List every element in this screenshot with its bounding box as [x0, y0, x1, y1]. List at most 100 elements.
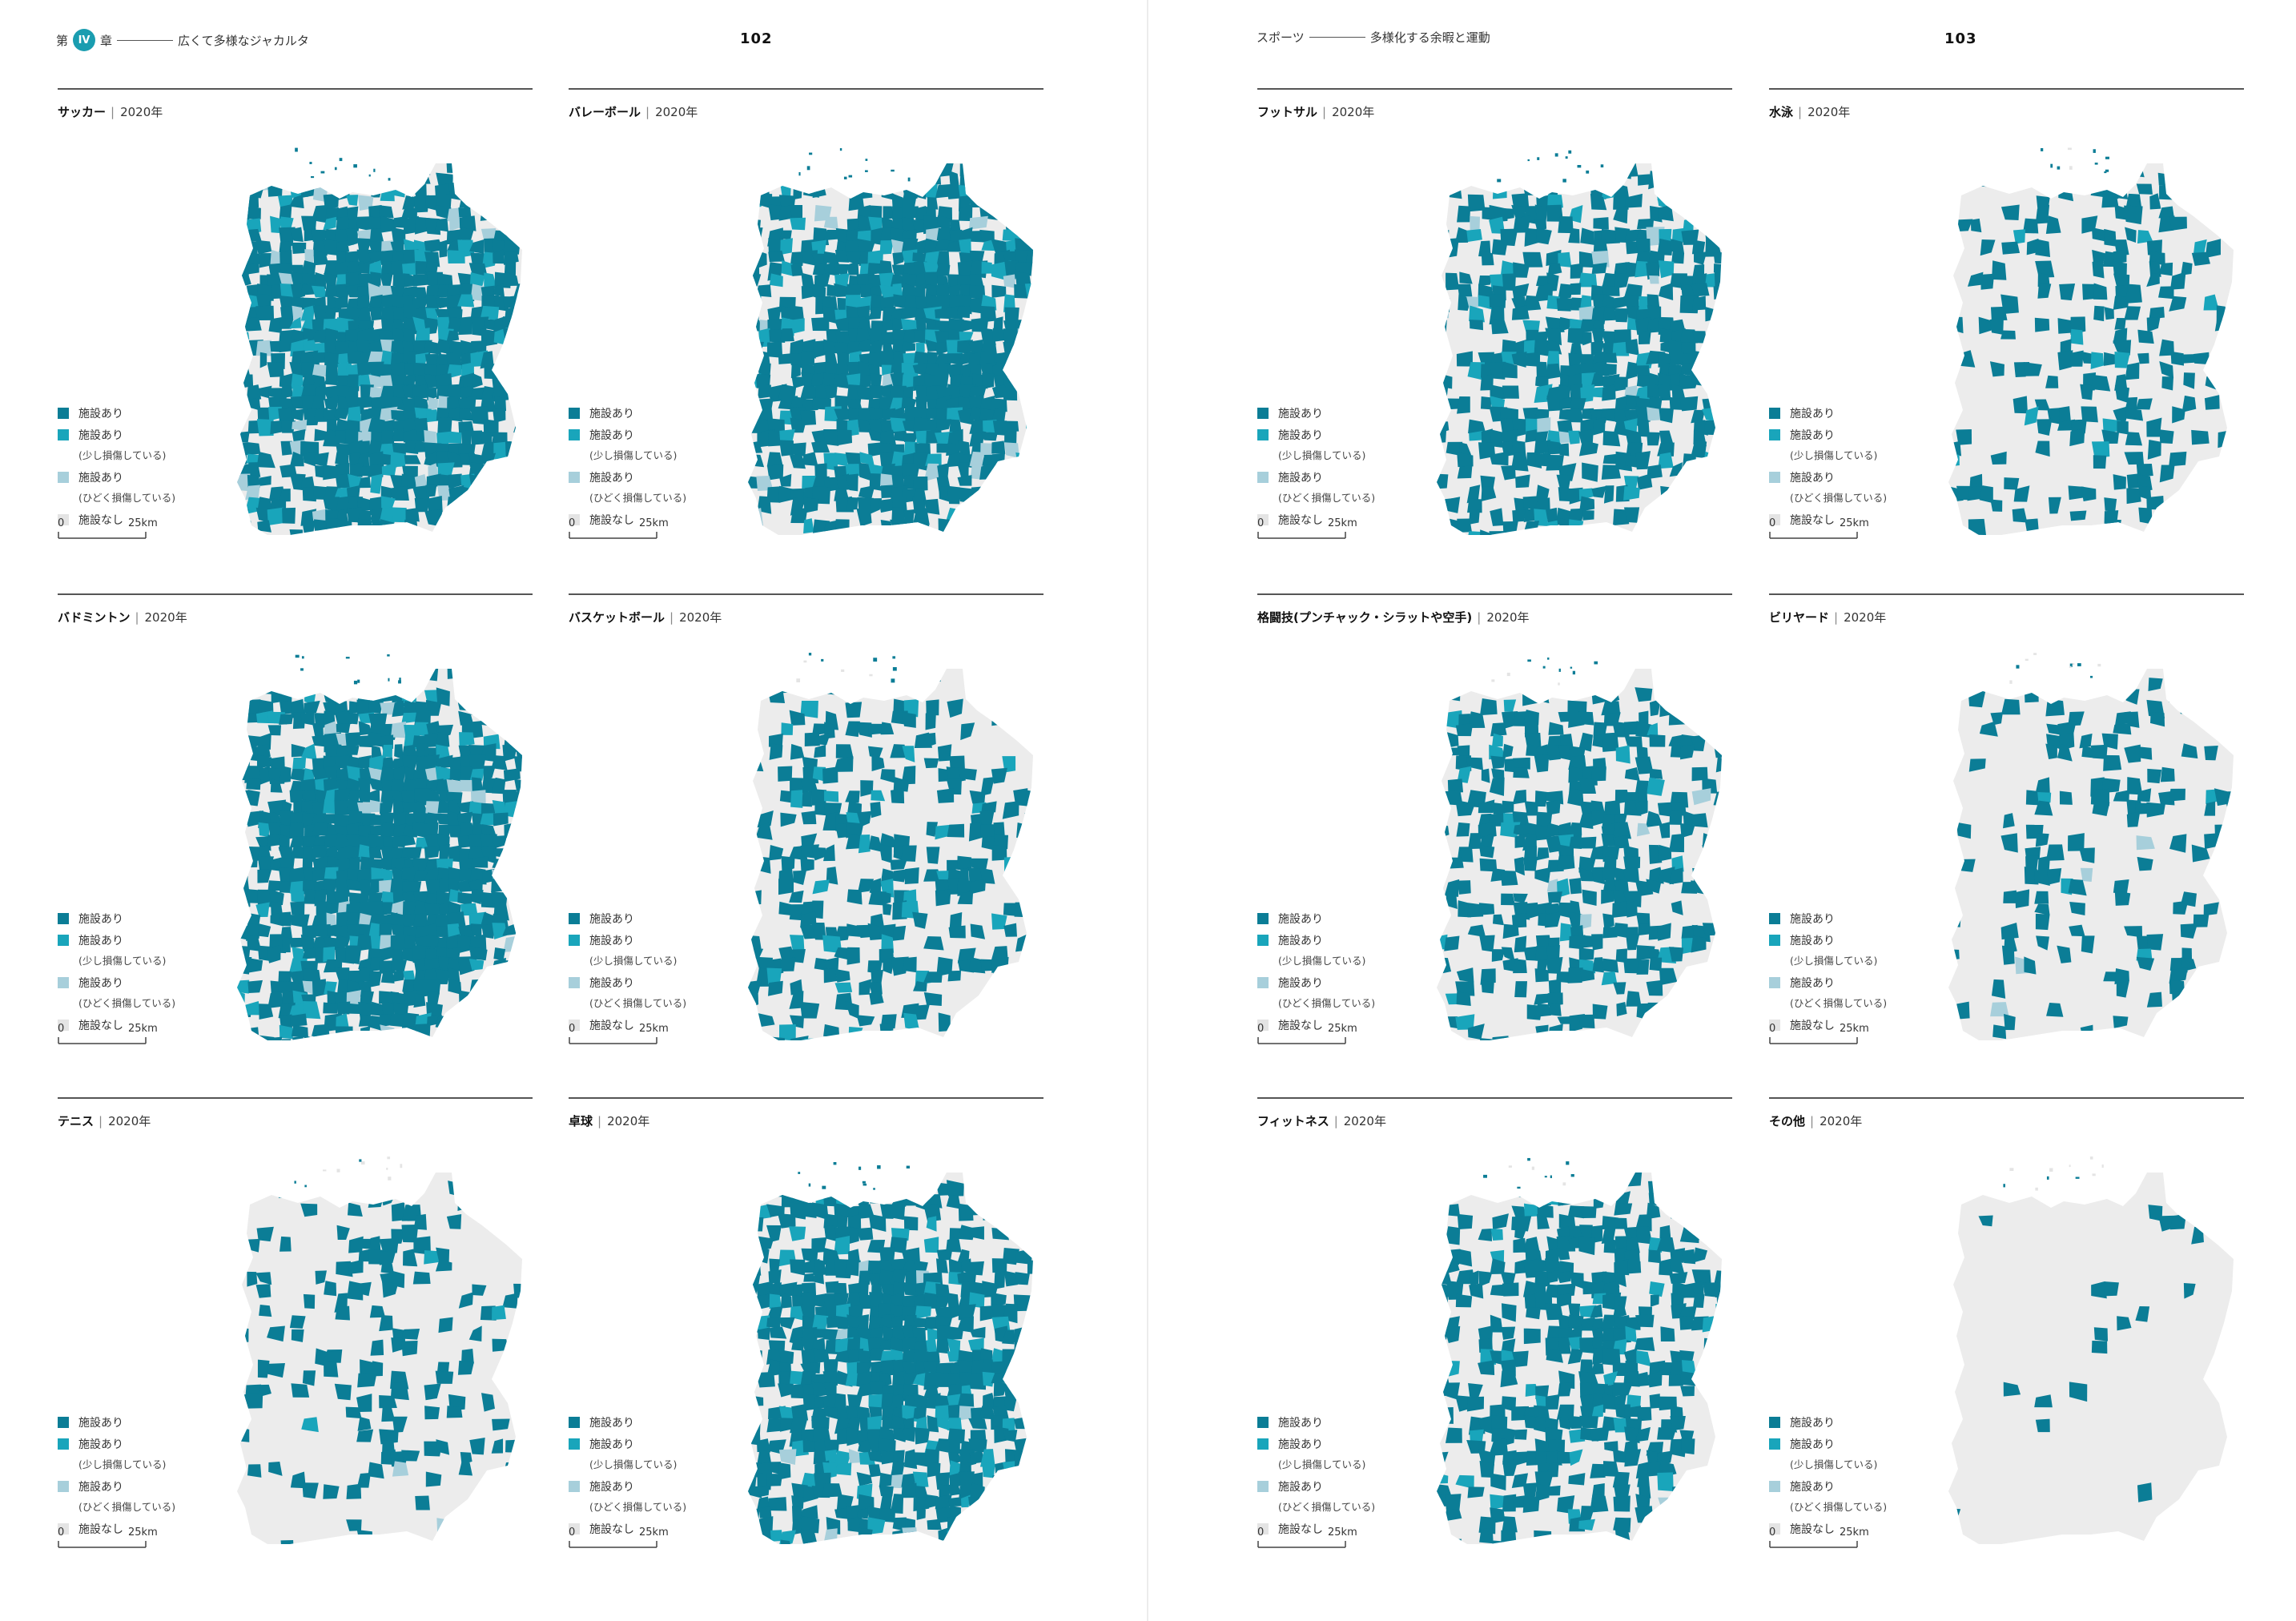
district-area [814, 744, 826, 758]
district-area [514, 1539, 522, 1544]
district-area [2191, 183, 2208, 199]
district-area [1649, 1394, 1661, 1409]
district-area [269, 541, 281, 554]
district-area [1025, 418, 1033, 436]
district-area [237, 521, 251, 535]
district-area [403, 1249, 418, 1267]
district-area [379, 766, 397, 784]
district-area [789, 991, 804, 1009]
district-area [394, 744, 404, 760]
district-area [1525, 429, 1537, 443]
district-area [1593, 239, 1608, 255]
district-area [845, 1001, 859, 1020]
district-area [468, 801, 485, 816]
legend-swatch-with [569, 1416, 580, 1428]
island-mark [808, 653, 812, 656]
district-area [1013, 1191, 1030, 1210]
district-area [755, 956, 774, 971]
district-area [881, 1393, 894, 1409]
district-area [1481, 486, 1497, 502]
island-mark [301, 656, 304, 659]
district-area [802, 1541, 813, 1544]
district-area [780, 1292, 792, 1309]
district-area [1014, 284, 1030, 299]
district-area [1590, 1494, 1609, 1513]
district-area [426, 669, 439, 682]
district-area [2091, 171, 2107, 191]
district-area [247, 979, 263, 993]
district-area [2045, 844, 2065, 861]
district-area [1546, 1047, 1564, 1060]
district-area [1649, 698, 1661, 717]
panel-rule [1257, 1097, 1732, 1099]
district-area [1512, 544, 1527, 554]
district-area [768, 688, 786, 703]
district-area [2214, 465, 2232, 481]
district-area [2205, 239, 2222, 259]
district-area [778, 1024, 796, 1040]
legend-swatch-heavy [1769, 471, 1780, 483]
district-area [2057, 318, 2074, 334]
district-area [282, 507, 296, 524]
district-area [447, 431, 462, 444]
district-area [1593, 417, 1606, 436]
district-area [270, 498, 287, 511]
island-mark [388, 1177, 392, 1181]
district-area [848, 194, 865, 211]
district-area [315, 1270, 328, 1285]
district-area [514, 364, 522, 380]
district-area [2081, 171, 2097, 186]
district-area [491, 755, 508, 770]
district-area [1590, 1426, 1610, 1442]
district-area [1016, 1216, 1031, 1233]
map-panel-3: フットサル | 2020年 施設あり 施設あり (少し損傷している) 施設あり (ひ… [1257, 88, 1732, 593]
district-area [946, 1236, 962, 1253]
district-area [991, 712, 1007, 726]
district-area [801, 1202, 817, 1219]
district-area [857, 339, 873, 353]
district-area [1646, 1450, 1660, 1466]
district-area [1545, 1173, 1563, 1188]
island-mark [339, 158, 343, 162]
district-area [289, 194, 304, 209]
district-area [1647, 1539, 1663, 1544]
district-area [1716, 1325, 1722, 1345]
district-area [848, 1173, 863, 1183]
district-area [1492, 182, 1507, 199]
district-area [968, 879, 987, 895]
district-area [1482, 207, 1491, 220]
district-area [1714, 1415, 1722, 1430]
district-area [1013, 531, 1027, 535]
district-area [257, 844, 271, 860]
district-area [994, 1551, 1010, 1563]
district-area [923, 1205, 942, 1222]
district-area [460, 903, 478, 916]
district-area [1715, 833, 1722, 852]
district-area [1636, 1406, 1652, 1422]
district-area [1546, 835, 1562, 853]
district-area [484, 272, 497, 289]
district-area [858, 1527, 873, 1544]
district-area [1446, 891, 1458, 910]
district-area [1681, 1438, 1695, 1455]
district-area [424, 1543, 443, 1544]
district-area [879, 452, 895, 469]
legend-swatch-none [569, 1522, 580, 1535]
district-area [424, 923, 440, 940]
district-area [800, 923, 817, 939]
district-area [368, 351, 384, 364]
district-area [291, 743, 307, 758]
district-area [1002, 1540, 1019, 1544]
district-area [1547, 891, 1562, 903]
district-area [1691, 813, 1708, 828]
district-area [1014, 1272, 1030, 1285]
district-area [2169, 171, 2185, 191]
district-area [270, 778, 283, 793]
district-area [517, 384, 522, 400]
district-area [256, 754, 272, 769]
district-area [468, 958, 485, 971]
district-area [1713, 1527, 1722, 1544]
district-area [757, 1036, 770, 1040]
district-area [289, 880, 307, 894]
district-area [1601, 890, 1615, 904]
